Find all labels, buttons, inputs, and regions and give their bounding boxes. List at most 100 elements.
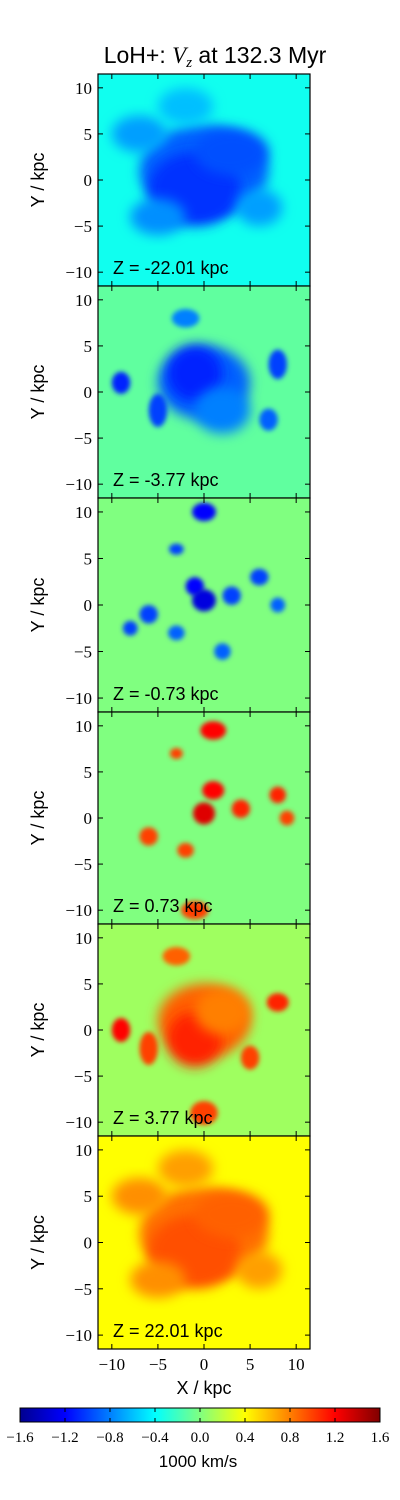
- velocity-structure: [177, 842, 194, 858]
- velocity-structure: [250, 568, 269, 586]
- y-tick-label: 0: [84, 383, 93, 402]
- panel-6: 10 5 0 −5 −10 Y / kpc Z = 22.01 kpc: [28, 1135, 311, 1350]
- velocity-structure: [180, 900, 209, 920]
- panel-z-label: Z = -0.73 kpc: [113, 684, 219, 704]
- x-tick-label: 10: [288, 1355, 305, 1374]
- y-axis-label: Y / kpc: [28, 1003, 48, 1058]
- colorbar: −1.6 −1.2 −0.8 −0.4 0.0 0.4 0.8 1.2 1.6 1000 km/…: [6, 1407, 390, 1471]
- velocity-structure: [139, 827, 158, 846]
- velocity-structure: [162, 947, 191, 966]
- velocity-structure: [111, 1177, 168, 1215]
- y-tick-label: −5: [74, 855, 92, 874]
- colorbar-tick-label: 1.6: [371, 1430, 390, 1446]
- panel-z-label: Z = 3.77 kpc: [113, 1108, 213, 1128]
- x-tick-label: −10: [99, 1355, 126, 1374]
- colorbar-tick-label: −0.4: [141, 1430, 169, 1446]
- panel-field: [98, 1136, 310, 1349]
- velocity-structure: [214, 643, 231, 660]
- y-axis-label: Y / kpc: [28, 1215, 48, 1270]
- colorbar-tick-label: −0.8: [96, 1430, 123, 1446]
- figure-title: LoH+: Vz at 132.3 Myr: [104, 42, 327, 71]
- panel-field: [98, 498, 310, 712]
- panel-5: 10 5 0 −5 −10 Y / kpc Z = 3.77 kpc: [28, 923, 311, 1137]
- y-tick-label: 0: [84, 1234, 93, 1253]
- colorbar-label: 1000 km/s: [159, 1452, 237, 1471]
- velocity-structure: [168, 543, 184, 555]
- colorbar-tick-label: 0.4: [236, 1430, 255, 1446]
- velocity-structure: [231, 799, 251, 818]
- y-tick-label: 10: [75, 79, 92, 98]
- x-axis: −10 −5 0 5 10: [99, 1355, 305, 1374]
- y-tick-label: −5: [74, 429, 92, 448]
- y-tick-label: 5: [84, 549, 93, 568]
- y-tick-label: 10: [75, 1141, 92, 1160]
- panel-field: [98, 74, 310, 286]
- colorbar-tick-label: 0.0: [191, 1430, 210, 1446]
- y-tick-label: 5: [84, 763, 93, 782]
- velocity-structure: [111, 371, 131, 394]
- velocity-structure: [169, 747, 183, 760]
- y-axis-label: Y / kpc: [28, 365, 48, 420]
- panel-4: 10 5 0 −5 −10 Y / kpc Z = 0.73 kpc: [28, 711, 311, 925]
- panel-field: [98, 924, 310, 1136]
- y-tick-label: −5: [74, 217, 92, 236]
- velocity-structure: [130, 1261, 186, 1298]
- velocity-structure: [222, 586, 241, 605]
- velocity-structure: [194, 988, 251, 1035]
- y-tick-label: −10: [65, 689, 92, 708]
- y-tick-label: 5: [84, 125, 93, 144]
- panel-z-label: Z = 22.01 kpc: [113, 1321, 223, 1341]
- y-tick-label: −5: [74, 1280, 92, 1299]
- velocity-structure: [269, 786, 287, 804]
- colorbar-tick-label: −1.2: [51, 1430, 78, 1446]
- velocity-structure: [268, 349, 287, 380]
- velocity-structure: [279, 810, 295, 826]
- y-axis-label: Y / kpc: [28, 153, 48, 208]
- y-tick-label: 5: [84, 1187, 93, 1206]
- y-tick-label: 0: [84, 171, 93, 190]
- panel-field: [98, 286, 310, 498]
- velocity-structure: [200, 721, 227, 740]
- velocity-structure: [139, 1031, 158, 1066]
- panel-3: 10 5 0 −5 −10 Y / kpc Z = -0.73 kpc: [28, 497, 311, 713]
- y-tick-label: 10: [75, 717, 92, 736]
- x-tick-label: −5: [149, 1355, 167, 1374]
- y-tick-label: 0: [84, 809, 93, 828]
- y-tick-label: 10: [75, 291, 92, 310]
- velocity-structure: [270, 597, 286, 613]
- colorbar-tick-label: 1.2: [326, 1430, 345, 1446]
- velocity-structure: [192, 589, 216, 612]
- y-tick-label: 10: [75, 929, 92, 948]
- y-tick-label: 5: [84, 337, 93, 356]
- velocity-structure: [167, 345, 223, 402]
- velocity-structure: [148, 393, 168, 428]
- velocity-structure: [190, 1100, 218, 1125]
- velocity-structure: [168, 625, 185, 641]
- panel-z-label: Z = -3.77 kpc: [113, 470, 219, 490]
- velocity-structure: [157, 1149, 214, 1187]
- velocity-structure: [192, 802, 216, 825]
- velocity-structure: [240, 1045, 260, 1070]
- colorbar-tick-label: 0.8: [281, 1430, 300, 1446]
- velocity-structure: [259, 408, 278, 431]
- y-tick-label: −10: [65, 1113, 92, 1132]
- y-tick-label: 0: [84, 1021, 93, 1040]
- velocity-structure: [111, 1018, 131, 1042]
- y-tick-label: −5: [74, 1067, 92, 1086]
- velocity-structure: [194, 387, 251, 434]
- colorbar-ticks: −1.6 −1.2 −0.8 −0.4 0.0 0.4 0.8 1.2 1.6: [6, 1408, 390, 1446]
- velocity-structure: [130, 198, 186, 236]
- panel-1: 10 5 0 −5 −10 Y / kpc Z = -22.01 kpc: [28, 73, 311, 287]
- y-tick-label: −5: [74, 643, 92, 662]
- panel-2: 10 5 0 −5 −10 Y / kpc Z = -3.77 kpc: [28, 285, 311, 499]
- panels: 10 5 0 −5 −10 Y / kpc Z = -22.01 kpc 10 5 0 −5 −10 Y…: [28, 73, 311, 1350]
- y-tick-label: −10: [65, 901, 92, 920]
- velocity-structure: [236, 1251, 283, 1289]
- x-tick-label: 0: [200, 1355, 209, 1374]
- y-tick-label: −10: [65, 1326, 92, 1345]
- velocity-structure: [122, 620, 138, 636]
- velocity-structure: [202, 781, 225, 800]
- velocity-structure: [192, 502, 216, 522]
- velocity-structure: [194, 1191, 269, 1238]
